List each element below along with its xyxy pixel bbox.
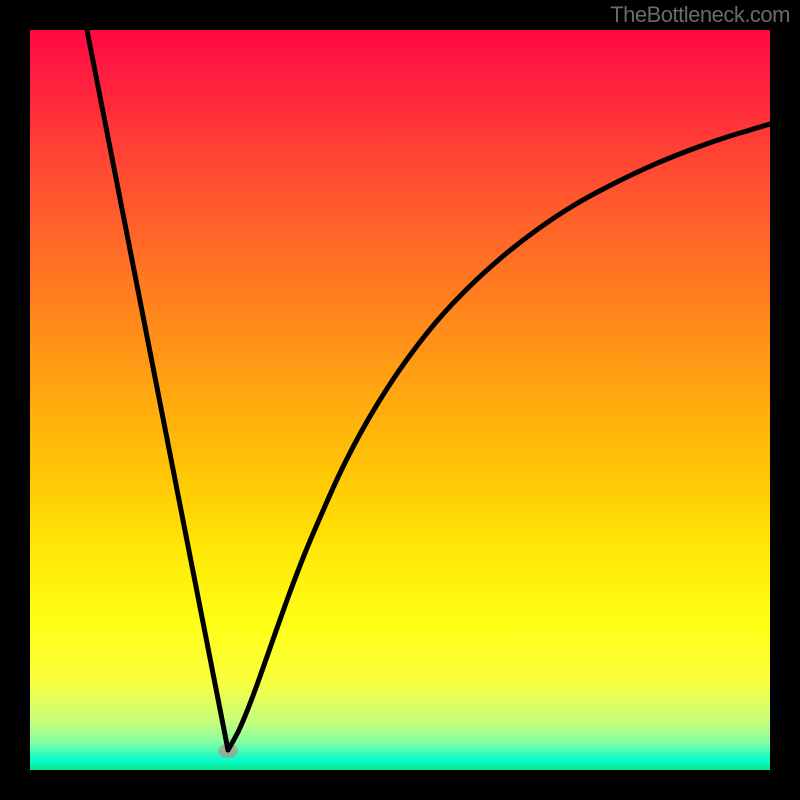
plot-area xyxy=(30,30,770,770)
chart-svg xyxy=(30,30,770,770)
chart-background xyxy=(30,30,770,770)
outer-frame: TheBottleneck.com xyxy=(0,0,800,800)
attribution-text: TheBottleneck.com xyxy=(610,2,790,28)
